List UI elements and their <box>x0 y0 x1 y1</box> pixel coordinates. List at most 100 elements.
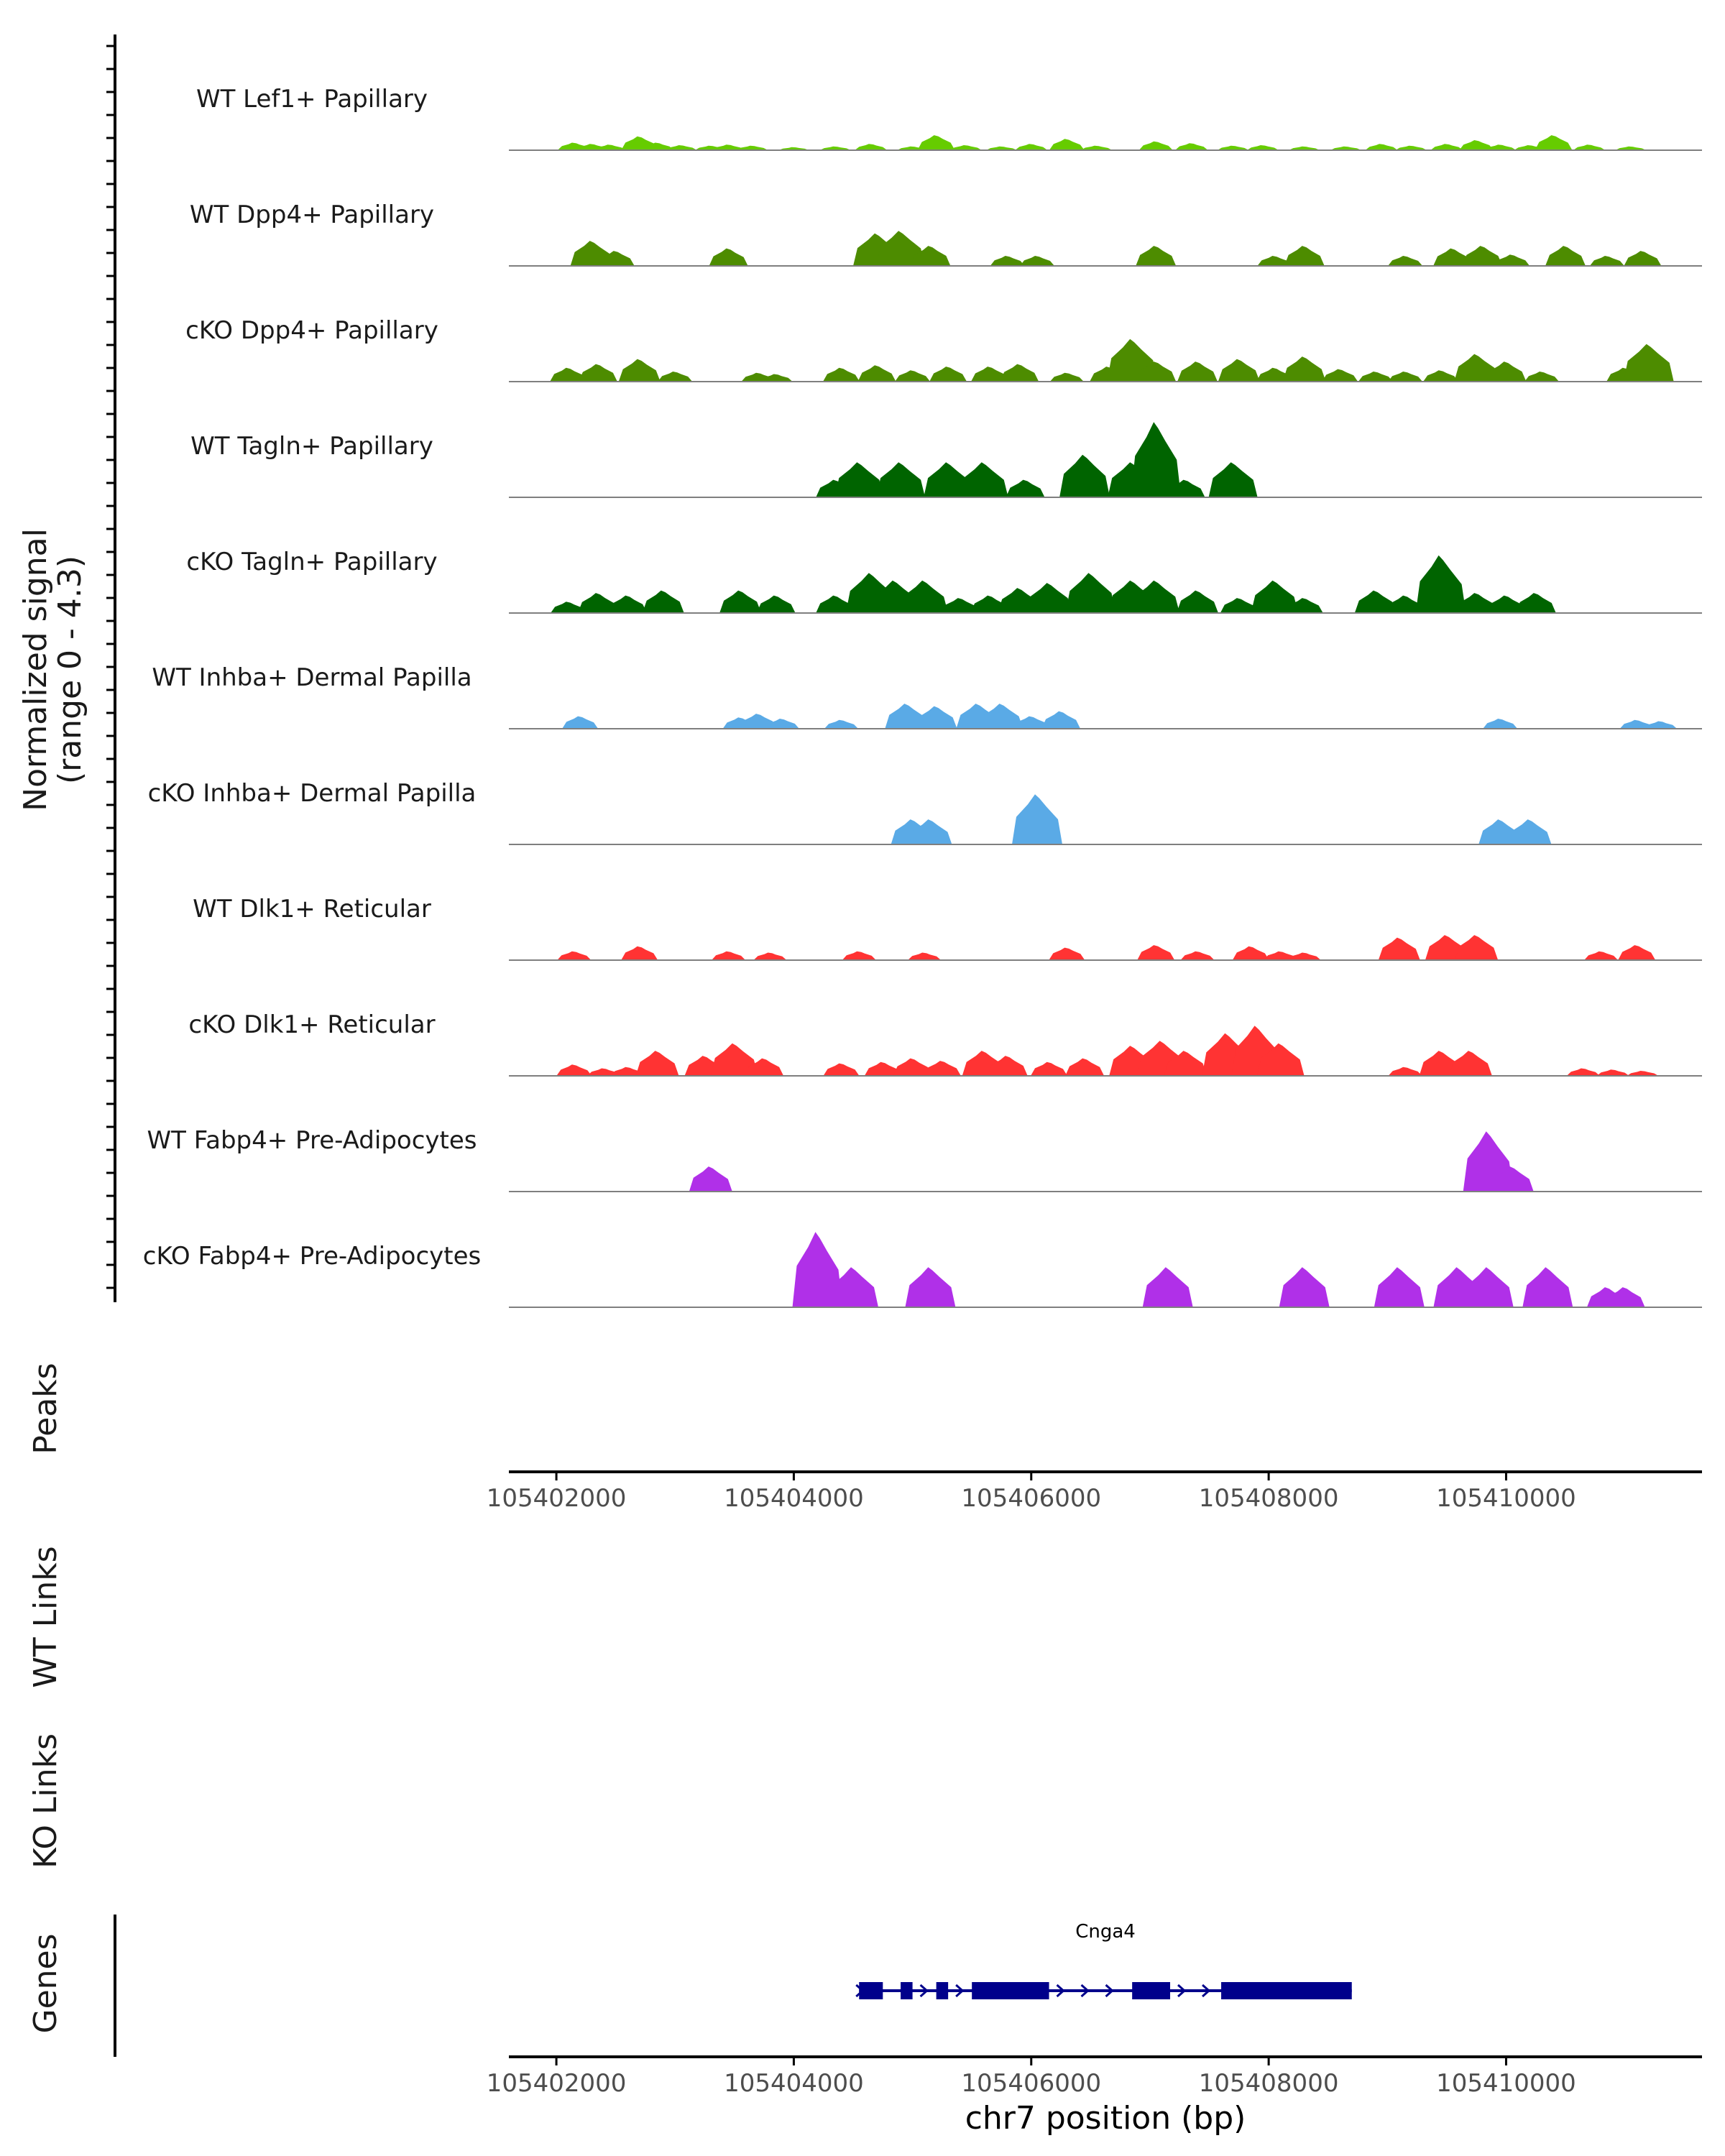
peaks-label: Peaks <box>27 1363 64 1454</box>
coverage-track: WT Lef1+ Papillary <box>196 85 1702 151</box>
strand-arrow <box>919 1984 929 1998</box>
signal-peak <box>828 1267 878 1307</box>
signal-peak <box>621 946 658 960</box>
signal-peak <box>665 145 697 150</box>
gene-exon <box>901 1982 913 1999</box>
signal-peak <box>1415 555 1466 613</box>
signal-peak <box>876 231 926 266</box>
track-label: WT Lef1+ Papillary <box>196 85 428 114</box>
strand-arrow <box>1080 1984 1090 1998</box>
track-label: WT Tagln+ Papillary <box>190 432 433 461</box>
signal-peak <box>550 367 587 382</box>
wt-links-panel: WT Links <box>27 1546 64 1687</box>
signal-peak <box>987 1056 1028 1076</box>
signal-peak <box>1330 146 1361 150</box>
track-label: cKO Dlk1+ Reticular <box>188 1010 435 1039</box>
signal-peak <box>910 246 951 266</box>
signal-peak <box>1177 361 1218 382</box>
track-label: cKO Inhba+ Dermal Papilla <box>148 779 477 808</box>
signal-peak <box>1494 254 1530 266</box>
signal-peak <box>610 1067 645 1076</box>
coverage-ylabel-range: (range 0 - 4.3) <box>52 556 88 784</box>
signal-peak <box>739 714 777 729</box>
signal-peak <box>710 1043 758 1076</box>
signal-peak <box>893 1058 932 1076</box>
signal-peak <box>824 719 858 729</box>
signal-peak <box>1137 945 1175 960</box>
strand-arrow <box>1202 1984 1211 1998</box>
signal-peak <box>1395 145 1427 150</box>
signal-peak <box>1000 364 1039 382</box>
signal-peak <box>990 256 1025 266</box>
signal-peak <box>857 365 896 382</box>
signal-peak <box>1217 145 1249 150</box>
signal-peak <box>1566 1068 1600 1076</box>
signal-peak <box>1644 721 1678 729</box>
signal-peak <box>1433 248 1473 266</box>
coverage-track: cKO Inhba+ Dermal Papilla <box>148 779 1702 845</box>
strand-arrow <box>1177 1984 1187 1998</box>
signal-peak <box>1279 1267 1330 1307</box>
track-label: WT Fabp4+ Pre-Adipocytes <box>147 1126 477 1155</box>
gene-name: Cnga4 <box>1075 1921 1136 1943</box>
signal-peak <box>1208 462 1258 497</box>
signal-peak <box>1264 951 1298 960</box>
signal-peak <box>764 719 799 729</box>
signal-peak <box>1282 356 1326 382</box>
signal-peak <box>594 144 626 150</box>
signal-peak <box>562 716 599 729</box>
x-tick-label: 105404000 <box>724 1484 864 1513</box>
genes-panel: Genes Cnga4 105402000 105404000 105406000 1… <box>27 1915 1702 2137</box>
signal-peak <box>1059 454 1110 497</box>
signal-peak <box>929 367 967 382</box>
signal-peak <box>908 819 952 844</box>
signal-peak <box>1031 1061 1067 1076</box>
signal-peak <box>1065 573 1116 613</box>
signal-peak <box>1175 143 1208 150</box>
coverage-track: WT Tagln+ Papillary <box>190 422 1702 498</box>
signal-peak <box>557 951 592 960</box>
signal-peak <box>778 147 809 150</box>
x-tick-label: 105410000 <box>1436 2069 1576 2098</box>
genes-label: Genes <box>27 1933 64 2033</box>
signal-peak <box>759 374 793 382</box>
signal-peak <box>1388 372 1423 382</box>
signal-peak <box>1524 372 1559 382</box>
strand-arrow <box>955 1984 965 1998</box>
track-label: WT Inhba+ Dermal Papilla <box>152 663 472 692</box>
signal-peak <box>1618 945 1656 960</box>
signal-peak <box>1049 139 1085 150</box>
signal-peak <box>1459 140 1494 150</box>
signal-peak <box>640 142 674 150</box>
coverage-y-subtitle: (range 0 - 4.3) <box>52 556 88 784</box>
signal-peak <box>816 595 855 613</box>
signal-peak <box>986 146 1017 150</box>
signal-peak <box>587 1068 621 1076</box>
signal-peak <box>1430 144 1463 150</box>
signal-peak <box>1136 361 1177 382</box>
signal-peak <box>753 952 787 960</box>
signal-peak <box>1589 256 1624 266</box>
signal-peak <box>1131 422 1182 497</box>
signal-peak <box>941 598 979 613</box>
x-tick-label: 105402000 <box>487 1484 627 1513</box>
signal-peak <box>1624 251 1662 266</box>
peaks-panel: Peaks 105402000 105404000 105406000 1054080… <box>27 1363 1702 1513</box>
coverage-track: WT Dlk1+ Reticular <box>193 895 1702 961</box>
signal-peak <box>905 1267 956 1307</box>
signal-peak <box>1455 935 1499 960</box>
signal-peak <box>1483 719 1518 729</box>
coverage-ylabel: Normalized signal <box>17 528 54 811</box>
ko-links-panel: KO Links <box>27 1733 64 1869</box>
signal-peak <box>823 1063 860 1076</box>
signal-peak <box>1486 361 1527 382</box>
signal-peak <box>1463 1267 1514 1307</box>
x-tick-label: 105402000 <box>487 2069 627 2098</box>
signal-peak <box>658 372 693 382</box>
signal-peak <box>1232 946 1269 960</box>
signal-peak <box>1545 246 1586 266</box>
gene-model: Cnga4 <box>855 1921 1352 1999</box>
coverage-track: cKO Fabp4+ Pre-Adipocytes <box>143 1232 1702 1308</box>
track-label: WT Dlk1+ Reticular <box>193 895 431 923</box>
